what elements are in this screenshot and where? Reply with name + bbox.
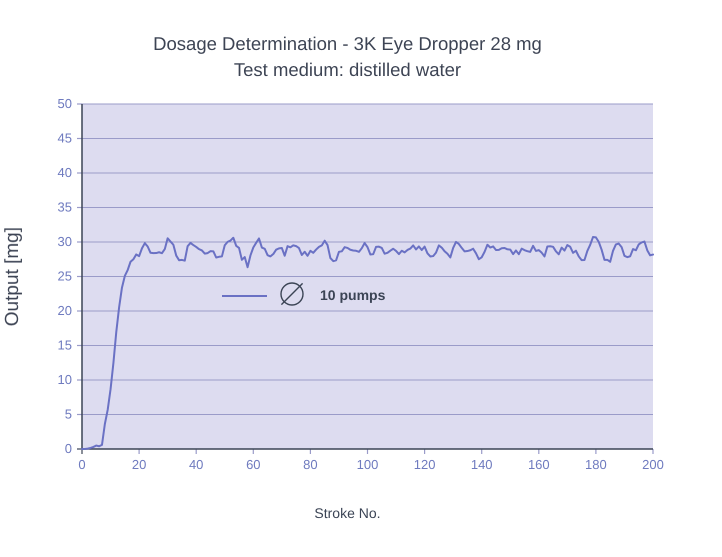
svg-text:80: 80 (303, 457, 317, 472)
svg-text:35: 35 (58, 200, 72, 215)
svg-text:20: 20 (58, 303, 72, 318)
svg-text:5: 5 (65, 407, 72, 422)
svg-text:180: 180 (585, 457, 607, 472)
svg-text:200: 200 (642, 457, 664, 472)
svg-text:160: 160 (528, 457, 550, 472)
svg-text:15: 15 (58, 338, 72, 353)
svg-text:30: 30 (58, 234, 72, 249)
svg-text:10: 10 (58, 372, 72, 387)
svg-text:100: 100 (357, 457, 379, 472)
svg-text:10 pumps: 10 pumps (320, 287, 386, 303)
svg-text:45: 45 (58, 131, 72, 146)
svg-text:50: 50 (58, 96, 72, 111)
svg-text:0: 0 (78, 457, 85, 472)
svg-text:60: 60 (246, 457, 260, 472)
svg-text:140: 140 (471, 457, 493, 472)
svg-text:20: 20 (132, 457, 146, 472)
svg-text:120: 120 (414, 457, 436, 472)
svg-text:25: 25 (58, 269, 72, 284)
svg-text:40: 40 (58, 165, 72, 180)
svg-text:0: 0 (65, 441, 72, 456)
svg-text:40: 40 (189, 457, 203, 472)
